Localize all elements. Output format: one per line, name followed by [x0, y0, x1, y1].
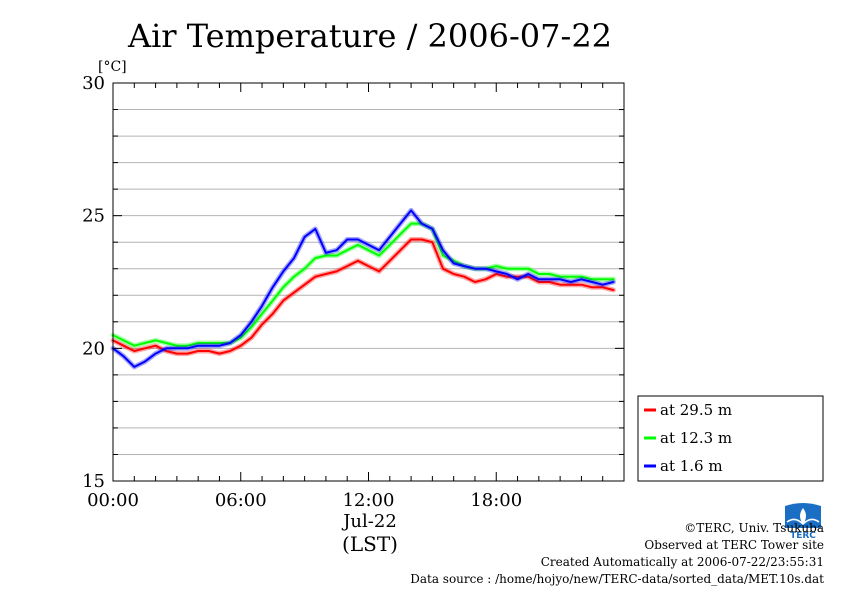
y-tick-label: 30 [82, 73, 105, 94]
y-axis-unit: [°C] [98, 59, 127, 75]
grid [113, 109, 624, 455]
series-0 [110, 237, 616, 357]
terc-logo-text: TERC [790, 531, 816, 540]
y-tick-labels: 15 20 25 30 [82, 73, 105, 492]
x-tick-label: 00:00 [87, 490, 139, 511]
series-line-halo [110, 237, 616, 357]
x-tick-label: 18:00 [470, 490, 522, 511]
x-axis-date-label: Jul-22 [341, 511, 397, 532]
y-tick-label: 20 [82, 338, 105, 359]
credit-source: Data source : /home/hojyo/new/TERC-data/… [410, 572, 824, 586]
credit-copyright: ©TERC, Univ. Tsukuba [684, 521, 824, 535]
legend-label: at 29.5 m [660, 401, 732, 419]
x-axis-unit-label: (LST) [342, 532, 398, 556]
legend-box [637, 395, 824, 482]
y-tick-label: 25 [82, 206, 105, 227]
x-tick-labels: 00:00 06:00 12:00 18:00 [87, 490, 522, 511]
series-line [112, 238, 615, 355]
chart-title: Air Temperature / 2006-07-22 [127, 17, 612, 55]
series-line [112, 209, 615, 368]
series-layer [110, 207, 616, 370]
terc-logo: TERC [783, 502, 823, 540]
legend-label: at 1.6 m [660, 457, 723, 475]
axis-ticks [112, 82, 625, 482]
credit-created: Created Automatically at 2006-07-22/23:5… [540, 555, 824, 569]
series-1 [110, 221, 616, 349]
series-2 [110, 207, 616, 370]
x-tick-label: 12:00 [343, 490, 395, 511]
legend: at 29.5 m at 12.3 m at 1.6 m [637, 395, 824, 482]
legend-label: at 12.3 m [660, 429, 732, 447]
y-tick-label: 15 [82, 471, 105, 492]
credit-observed: Observed at TERC Tower site [644, 538, 824, 552]
x-tick-label: 06:00 [215, 490, 267, 511]
series-line [112, 222, 615, 347]
